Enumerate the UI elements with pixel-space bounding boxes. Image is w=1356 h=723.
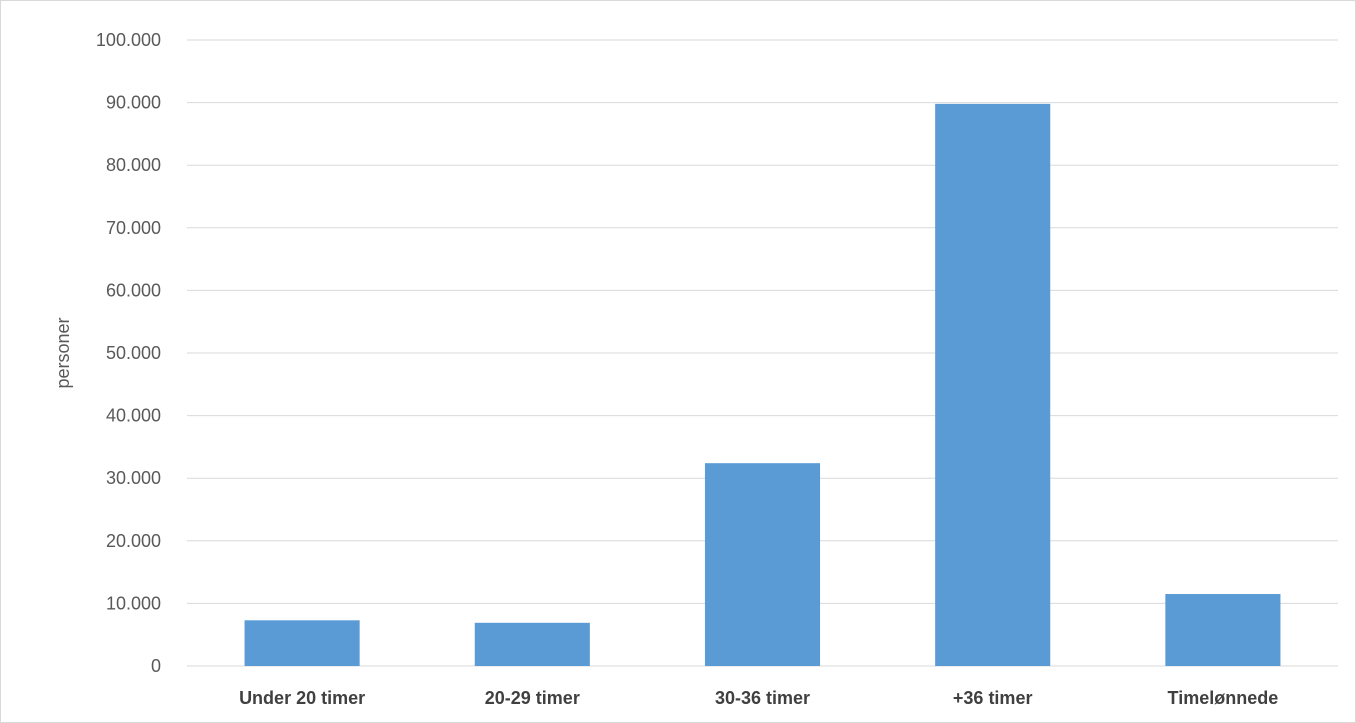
bar: [474, 622, 590, 666]
y-tick-label: 50.000: [106, 343, 161, 363]
bars: [244, 103, 1281, 667]
y-axis-title: personer: [53, 317, 73, 388]
y-tick-label: 60.000: [106, 280, 161, 300]
y-tick-label: 20.000: [106, 531, 161, 551]
y-tick-label: 0: [151, 656, 161, 676]
gridlines: [187, 39, 1338, 667]
bar: [244, 620, 360, 666]
y-tick-label: 40.000: [106, 406, 161, 426]
x-category-label: 30-36 timer: [715, 688, 810, 708]
y-tick-label: 80.000: [106, 155, 161, 175]
x-category-label: Timelønnede: [1168, 688, 1279, 708]
x-category-label: +36 timer: [953, 688, 1033, 708]
y-tick-label: 30.000: [106, 468, 161, 488]
y-tick-label: 10.000: [106, 593, 161, 613]
x-category-label: Under 20 timer: [239, 688, 365, 708]
y-tick-label: 100.000: [96, 30, 161, 50]
y-tick-label: 90.000: [106, 93, 161, 113]
x-category-label: 20-29 timer: [485, 688, 580, 708]
bar: [1165, 594, 1281, 666]
bar: [935, 103, 1051, 667]
x-axis-categories: Under 20 timer 20-29 timer 30-36 timer +36 …: [239, 688, 1278, 708]
bar: [704, 463, 821, 666]
y-tick-label: 70.000: [106, 218, 161, 238]
y-axis-ticks: 0 10.000 20.000 30.000 40.000 50.000 60.000 70.…: [96, 30, 161, 676]
